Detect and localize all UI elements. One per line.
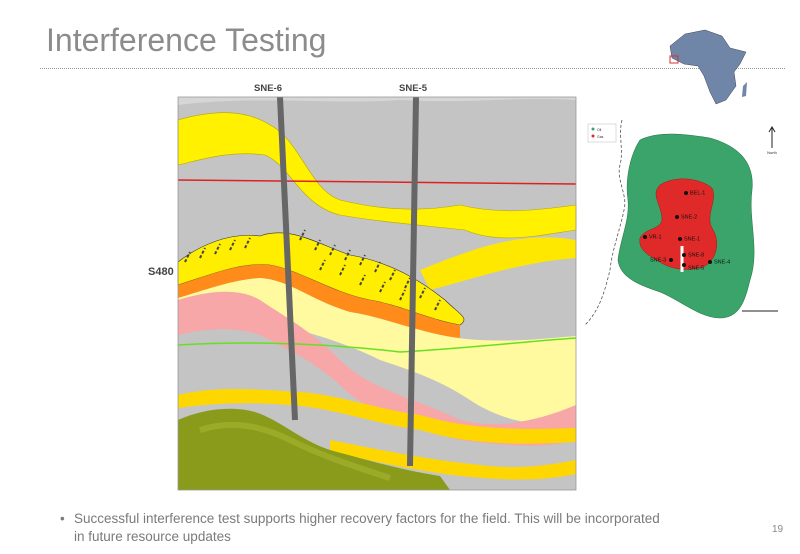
well-label: SNE-6 [254,83,282,94]
cross-section [177,96,577,491]
bullet-list: Successful interference test supports hi… [60,510,674,546]
slide-title: Interference Testing [46,22,327,58]
legend-label: Gas [597,135,604,139]
africa-map [669,29,747,105]
page-number: 19 [772,524,784,535]
map-well-label: SNE-5 [688,265,704,271]
map-well-label: SNE-8 [688,252,704,258]
well-label: SNE-5 [399,83,428,94]
map-well-label: SNE-1 [684,236,700,242]
field-map [584,119,778,326]
map-well-label: SNE-4 [714,259,730,265]
map-well-label: BEL-1 [690,190,705,196]
figures: SNE-6 SNE-5 S480 Oil Gas North BEL-1 SNE… [148,29,778,491]
map-well-label: SNE-2 [681,214,697,220]
legend-label: Oil [597,128,602,132]
bullet: Successful interference test supports hi… [74,510,674,546]
horizon-label: S480 [148,266,174,278]
north-label: North [767,150,777,155]
map-well-label: SNE-3 [650,257,666,263]
title-rule [40,68,785,69]
map-well-label: VR-1 [649,234,662,240]
